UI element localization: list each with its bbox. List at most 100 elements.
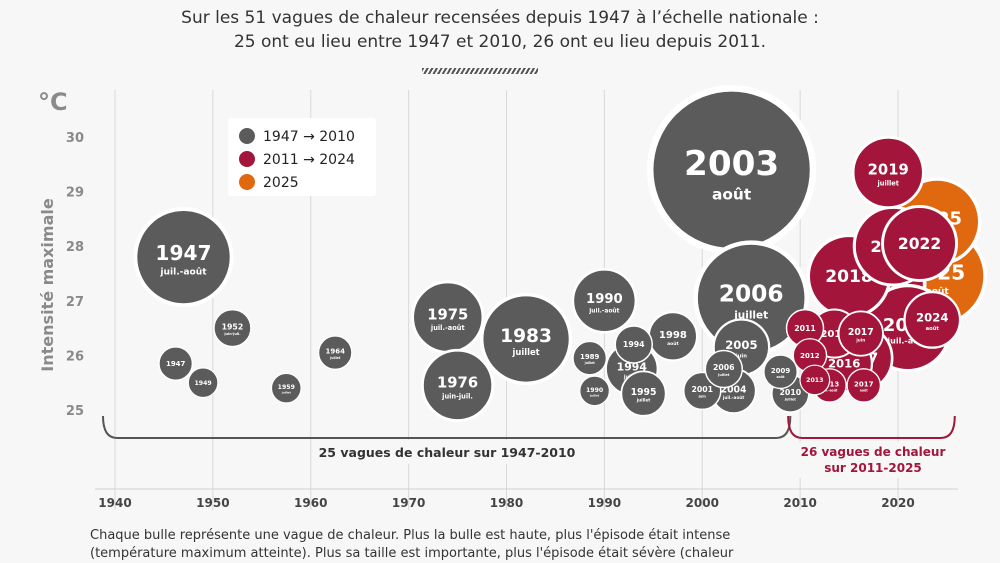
bubble-month-label: juin bbox=[698, 395, 707, 399]
bubble-year-label: 1983 bbox=[500, 326, 552, 347]
legend-marker bbox=[239, 151, 255, 167]
bubble-year-label: 2019 bbox=[868, 162, 909, 179]
bubble bbox=[579, 375, 610, 407]
bubble-year-label: 1995 bbox=[631, 387, 657, 398]
y-tick-label: 26 bbox=[66, 349, 84, 364]
bubble-month-label: juillet bbox=[784, 397, 797, 401]
bubble-year-label: 1952 bbox=[222, 322, 244, 331]
annotation-background bbox=[318, 440, 576, 464]
bubble-month-label: juin bbox=[855, 338, 865, 343]
bubble bbox=[213, 308, 252, 348]
legend-marker bbox=[239, 128, 255, 144]
bubble-year-label: 2006 bbox=[719, 281, 784, 308]
bubble-year-label: 2003 bbox=[684, 144, 779, 184]
x-tick-label: 2010 bbox=[783, 496, 816, 510]
bubble-year-label: 2010 bbox=[780, 388, 802, 397]
bubble-month-label: juil.-août bbox=[886, 337, 928, 346]
bubble-year-label: 2013 bbox=[806, 377, 823, 384]
annotation-background bbox=[795, 442, 955, 478]
bubble-month-label: juil.-août bbox=[821, 389, 838, 393]
legend-label: 2025 bbox=[263, 175, 299, 191]
bubble-month-label: juin bbox=[735, 353, 747, 359]
legend-box bbox=[228, 118, 376, 196]
bubble-year-label: 2012 bbox=[800, 352, 820, 360]
legend-label: 1947 → 2010 bbox=[263, 129, 355, 145]
bubble-month-label: août bbox=[712, 186, 751, 204]
bubble-month-label: août bbox=[926, 325, 940, 332]
bubble bbox=[837, 310, 884, 357]
x-tick-label: 2020 bbox=[881, 496, 914, 510]
bubble bbox=[270, 372, 302, 404]
bubble-year-label: 1998 bbox=[659, 330, 687, 341]
bubble bbox=[763, 354, 798, 390]
bubble-year-label: 1959 bbox=[278, 384, 295, 391]
bubble bbox=[158, 346, 193, 381]
x-tick-label: 2000 bbox=[686, 496, 719, 510]
bubble-month-label: juillet bbox=[512, 347, 540, 357]
bubble-year-label: 2009 bbox=[771, 367, 791, 375]
bubble-year-label: 2006 bbox=[713, 363, 735, 372]
y-unit-label: °C bbox=[38, 88, 68, 116]
bubble-year-label: 1990 bbox=[586, 292, 623, 307]
annotation-1947-2010: 25 vagues de chaleur sur 1947-2010 bbox=[319, 445, 576, 460]
bubble bbox=[317, 335, 353, 370]
annotation-2011-2025-line2: sur 2011-2025 bbox=[824, 461, 922, 475]
annotation-2011-2025-line1: 26 vagues de chaleur bbox=[801, 445, 946, 459]
bubble-year-label: 1976 bbox=[437, 375, 478, 392]
x-tick-label: 1990 bbox=[588, 496, 621, 510]
bubble-month-label: août bbox=[667, 340, 679, 347]
y-tick-label: 25 bbox=[66, 404, 84, 419]
bubble-month-label: juillet bbox=[636, 398, 651, 403]
bubble bbox=[421, 348, 495, 422]
bubble-year-label: 1990 bbox=[586, 387, 604, 394]
bubble bbox=[614, 325, 653, 364]
x-tick-label: 1950 bbox=[196, 496, 229, 510]
bubble-month-label: juillet bbox=[876, 179, 899, 187]
bubble-month-label: août bbox=[860, 389, 868, 393]
decorative-separator bbox=[422, 68, 538, 74]
x-tick-label: 1980 bbox=[490, 496, 523, 510]
bubble-month-label: juillet bbox=[717, 373, 730, 377]
bubble-month-label: juil.-août bbox=[159, 268, 207, 278]
bubble-year-label: 2005 bbox=[725, 338, 757, 352]
footnote: Chaque bulle représente une vague de cha… bbox=[90, 527, 970, 563]
legend-label: 2011 → 2024 bbox=[263, 152, 355, 168]
bubble-month-label: juil.-août bbox=[588, 307, 619, 314]
bubble-month-label: juillet bbox=[733, 309, 768, 321]
bubble-year-label: 1947 bbox=[166, 360, 186, 368]
x-tick-label: 1970 bbox=[392, 496, 425, 510]
bubble-month-label: juillet bbox=[281, 391, 292, 395]
x-tick-label: 1940 bbox=[98, 496, 131, 510]
subtitle: Sur les 51 vagues de chaleur recensées d… bbox=[0, 6, 1000, 54]
bubble-month-label: juillet bbox=[589, 393, 600, 397]
bubble-month-label: juin-juil. bbox=[223, 332, 240, 336]
bubble bbox=[571, 268, 638, 334]
bubble-year-label: 2011 bbox=[794, 324, 816, 333]
bubble bbox=[187, 367, 219, 399]
bubble-month-label: juillet bbox=[584, 361, 596, 365]
bubble-month-label: juillet bbox=[329, 356, 341, 360]
bubble-year-label: 2004 bbox=[721, 384, 747, 395]
bubble bbox=[846, 368, 882, 403]
bubble-year-label: 1975 bbox=[427, 306, 468, 323]
bubble-month-label: juil.-août bbox=[722, 395, 744, 400]
bubble-year-label: 1947 bbox=[155, 241, 211, 265]
footnote-line-2: (température maximum atteinte). Plus sa … bbox=[90, 546, 734, 561]
bubble-year-label: 2017 bbox=[854, 380, 874, 388]
bubble-year-label: 1964 bbox=[325, 348, 345, 356]
bubble-year-label: 1949 bbox=[194, 380, 211, 387]
bubble-year-label: 1989 bbox=[580, 353, 600, 361]
bubble bbox=[799, 364, 831, 396]
bubble-year-label: 2001 bbox=[691, 385, 713, 394]
legend-marker bbox=[239, 174, 255, 190]
bubble-month-label: août bbox=[777, 375, 785, 379]
footnote-line-1: Chaque bulle représente une vague de cha… bbox=[90, 528, 731, 543]
bubble-year-label: 2024 bbox=[916, 311, 948, 325]
y-tick-label: 27 bbox=[66, 295, 84, 310]
bracket-2011-2025 bbox=[787, 415, 956, 439]
bubble-year-label: 2022 bbox=[898, 235, 941, 253]
bubble bbox=[620, 370, 667, 417]
y-tick-label: 30 bbox=[66, 131, 84, 146]
bubble-year-label: 2016 bbox=[828, 357, 860, 371]
